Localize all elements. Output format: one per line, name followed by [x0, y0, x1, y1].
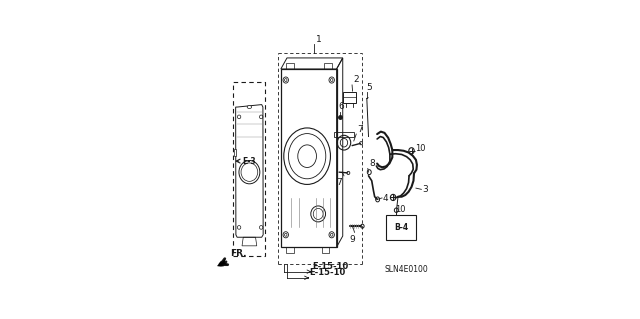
- Text: 3: 3: [422, 185, 428, 194]
- Text: E-15-10: E-15-10: [309, 268, 346, 277]
- Text: 10: 10: [415, 144, 426, 153]
- Text: 2: 2: [353, 76, 358, 85]
- Text: 4: 4: [383, 194, 388, 203]
- Text: 8: 8: [369, 159, 375, 168]
- Bar: [322, 247, 329, 253]
- Text: 6: 6: [339, 102, 344, 111]
- Text: 1: 1: [316, 35, 321, 44]
- Bar: [324, 63, 332, 69]
- Text: B-4: B-4: [394, 223, 408, 232]
- Bar: [281, 69, 337, 247]
- Text: 5: 5: [366, 83, 372, 92]
- Text: 7: 7: [336, 178, 342, 187]
- Bar: [343, 92, 356, 103]
- Text: SLN4E0100: SLN4E0100: [385, 264, 428, 274]
- Text: 7: 7: [357, 125, 363, 134]
- Text: E-15-10: E-15-10: [312, 262, 348, 271]
- Bar: [286, 247, 294, 253]
- Polygon shape: [234, 149, 236, 156]
- Bar: [286, 63, 294, 69]
- Ellipse shape: [247, 106, 252, 108]
- Text: 10: 10: [396, 205, 406, 214]
- Bar: [334, 132, 354, 137]
- Text: FR.: FR.: [230, 249, 246, 258]
- Text: E-3: E-3: [242, 157, 255, 166]
- Text: 9: 9: [349, 235, 355, 244]
